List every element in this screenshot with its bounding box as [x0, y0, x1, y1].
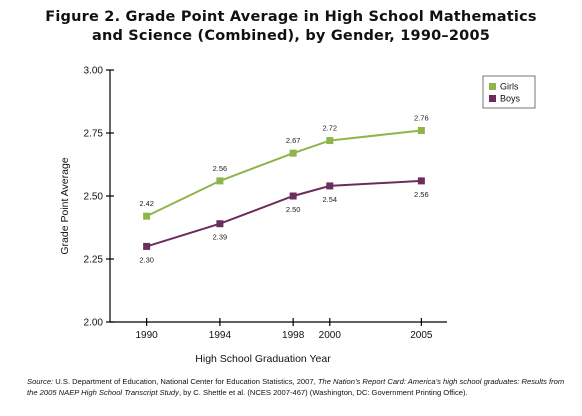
data-point-girls [216, 177, 224, 185]
x-tick-label: 1994 [209, 330, 232, 341]
y-tick-label: 2.00 [84, 318, 104, 329]
data-point-girls [289, 149, 297, 157]
data-label-girls: 2.42 [139, 199, 154, 208]
source-text-2: , by C. Shettle et al. (NCES 2007-467) (… [178, 388, 468, 397]
data-label-boys: 2.30 [139, 255, 154, 264]
legend-box [482, 75, 536, 109]
y-axis-label: Grade Point Average [59, 157, 71, 254]
data-point-boys [289, 192, 297, 200]
data-point-girls [326, 137, 334, 145]
y-tick-label: 3.00 [84, 66, 104, 77]
series-line-girls [146, 129, 422, 218]
x-tick-label: 1998 [282, 330, 305, 341]
source-note: Source: U.S. Department of Education, Na… [27, 376, 572, 398]
x-tick-label: 2005 [410, 330, 433, 341]
legend-label-girls: Girls [500, 82, 519, 92]
legend-label-boys: Boys [500, 94, 521, 104]
data-label-boys: 2.50 [286, 205, 301, 214]
x-tick-label: 1990 [136, 330, 159, 341]
data-label-boys: 2.39 [213, 233, 228, 242]
data-point-boys [216, 220, 224, 228]
source-title: The Nation’s Report Card: America’s high… [27, 377, 565, 397]
data-point-boys [417, 177, 425, 185]
data-label-girls: 2.56 [213, 164, 228, 173]
data-label-boys: 2.54 [322, 195, 337, 204]
x-tick-label: 2000 [319, 330, 342, 341]
data-point-girls [143, 212, 151, 220]
series-group: 2.42 2.56 2.67 2.72 2.76 2.30 2.39 2.50 2.54 2.56 [139, 113, 428, 264]
source-label: Source: [27, 377, 54, 386]
legend: Girls Boys [482, 75, 536, 109]
data-point-boys [143, 242, 151, 250]
chart-title-line-1: Figure 2. Grade Point Average in High Sc… [45, 9, 537, 25]
data-point-boys [326, 182, 334, 190]
chart-title: Figure 2. Grade Point Average in High Sc… [0, 8, 582, 46]
x-axis-label: High School Graduation Year [195, 353, 331, 365]
legend-swatch-boys [489, 95, 496, 102]
data-point-girls [417, 126, 425, 134]
series-line-boys [146, 179, 422, 248]
line-chart: 2.00 2.25 2.50 2.75 3.00 1990 1994 1998 2000 2005… [59, 66, 536, 365]
legend-swatch-girls [489, 83, 496, 90]
chart-title-line-2: and Science (Combined), by Gender, 1990–… [91, 28, 491, 44]
y-tick-label: 2.50 [84, 192, 104, 203]
source-text-1: U.S. Department of Education, National C… [53, 377, 318, 386]
y-tick-label: 2.75 [84, 129, 104, 140]
data-label-girls: 2.72 [322, 124, 337, 133]
axes: 2.00 2.25 2.50 2.75 3.00 1990 1994 1998 2000 2005 [84, 66, 447, 341]
data-label-boys: 2.56 [414, 190, 429, 199]
data-label-girls: 2.76 [414, 113, 429, 122]
y-tick-label: 2.25 [84, 255, 104, 266]
data-label-girls: 2.67 [286, 136, 301, 145]
